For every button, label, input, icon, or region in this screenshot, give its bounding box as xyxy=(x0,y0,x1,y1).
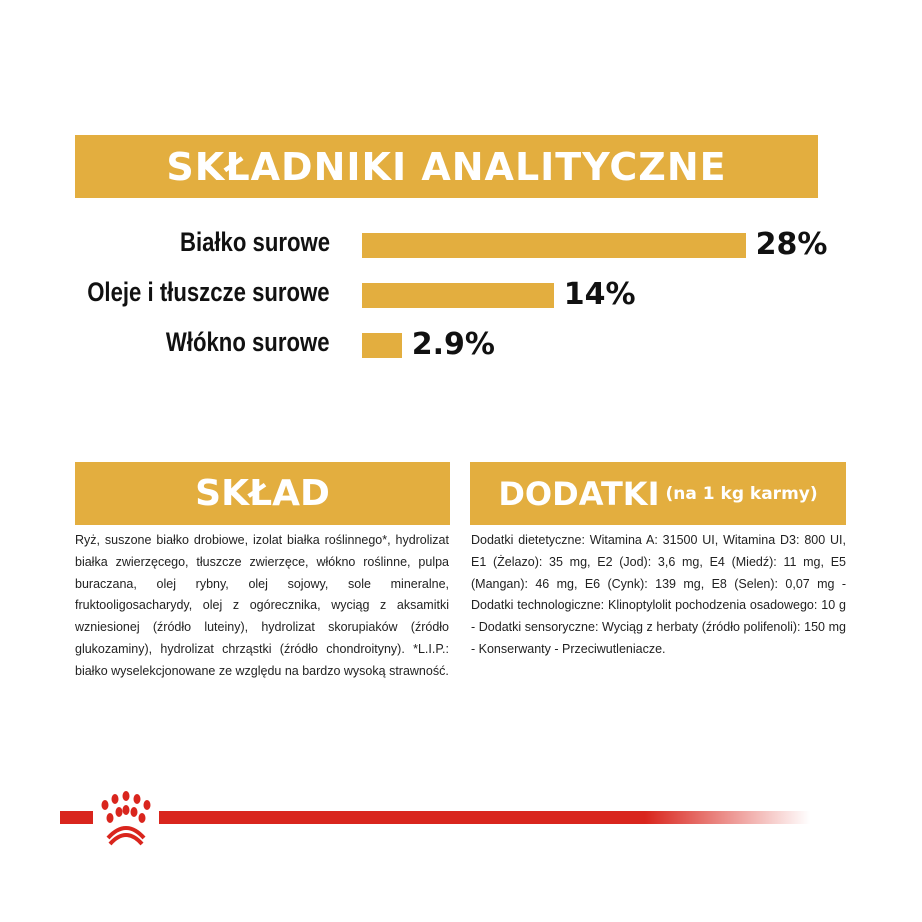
dodatki-header: DODATKI (na 1 kg karmy) xyxy=(470,462,846,525)
page-title: SKŁADNIKI ANALITYCZNE xyxy=(166,144,727,189)
bar-value-label: 14% xyxy=(563,277,636,312)
bar xyxy=(362,283,554,308)
bar-value-label: 28% xyxy=(755,227,828,262)
bar-label: Włókno surowe xyxy=(166,327,330,357)
sklad-header: SKŁAD xyxy=(75,462,450,525)
sklad-text: Ryż, suszone białko drobiowe, izolat bia… xyxy=(75,533,449,678)
dodatki-subtitle: (na 1 kg karmy) xyxy=(665,483,818,504)
dodatki-title: DODATKI xyxy=(498,474,660,513)
bar-label: Oleje i tłuszcze surowe xyxy=(87,277,330,307)
dodatki-text: Dodatki dietetyczne: Witamina A: 31500 U… xyxy=(471,533,846,656)
royal-canin-crown-icon xyxy=(93,790,159,850)
bar-value-label: 2.9% xyxy=(411,327,495,362)
bar xyxy=(362,233,746,258)
bar-label: Białko surowe xyxy=(179,227,330,257)
sklad-title: SKŁAD xyxy=(195,473,330,514)
footer-red-line xyxy=(60,811,810,824)
bar xyxy=(362,333,402,358)
title-band: SKŁADNIKI ANALITYCZNE xyxy=(75,135,818,198)
